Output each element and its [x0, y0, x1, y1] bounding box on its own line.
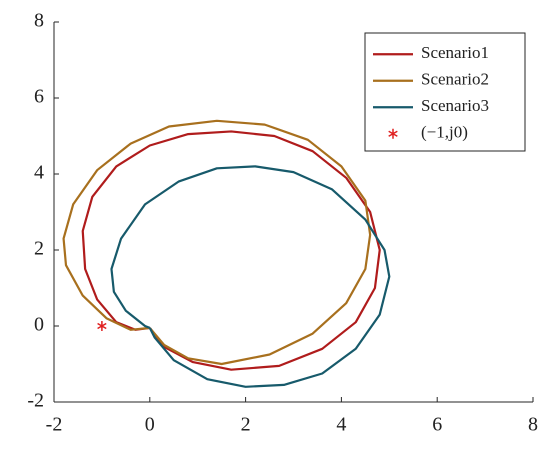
x-tick-label: 4 [336, 414, 346, 436]
legend-box [364, 32, 526, 152]
y-tick-label: 6 [34, 86, 44, 108]
x-tick-label: -2 [46, 414, 63, 436]
y-tick-label: 8 [34, 10, 44, 32]
marker [97, 321, 107, 331]
y-tick-label: 0 [34, 314, 44, 336]
legend-marker [388, 128, 398, 139]
y-tick-label: 2 [34, 238, 44, 260]
legend-label: Scenario3 [421, 96, 489, 115]
legend-label: Scenario1 [421, 43, 489, 62]
x-tick-label: 6 [432, 414, 442, 436]
line [62, 119, 372, 366]
x-tick-label: 0 [145, 414, 155, 436]
line [110, 165, 391, 388]
legend: Scenario1 Scenario2 Scenario3 (−1,j0) [364, 32, 526, 152]
legend-label: (−1,j0) [421, 123, 468, 142]
legend-label: Scenario2 [421, 70, 489, 89]
line [81, 130, 381, 371]
y-tick-label: -2 [27, 390, 44, 412]
x-tick-label: 8 [528, 414, 538, 436]
x-tick-label: 2 [241, 414, 251, 436]
y-tick-label: 4 [34, 162, 44, 184]
